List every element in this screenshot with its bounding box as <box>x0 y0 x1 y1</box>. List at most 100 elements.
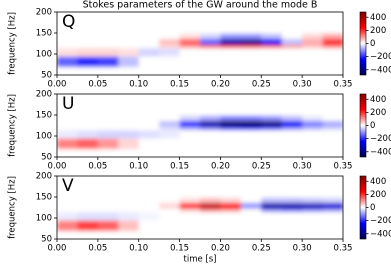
heatmap-cell <box>77 66 99 75</box>
heatmap-cell <box>220 38 242 45</box>
heatmap-cell <box>220 120 242 127</box>
heatmap-cell <box>118 12 140 34</box>
heatmap-cell <box>281 176 303 198</box>
heatmap-cell <box>302 197 324 203</box>
heatmap-cell <box>97 211 119 221</box>
heatmap <box>57 94 343 157</box>
heatmap-cell <box>77 47 99 57</box>
heatmap-cell <box>77 129 99 139</box>
x-tick-label: 0.30 <box>293 162 312 172</box>
plot-frame <box>56 11 344 76</box>
heatmap-cell <box>281 220 303 232</box>
heatmap-cell <box>77 126 99 131</box>
heatmap-cell <box>118 66 140 75</box>
heatmap-cell <box>200 126 221 131</box>
heatmap-cell <box>261 176 283 198</box>
heatmap-cell <box>57 120 78 127</box>
heatmap-cell <box>97 126 119 131</box>
y-tick-label: 200 <box>36 8 52 18</box>
heatmap-cell <box>261 208 283 213</box>
heatmap-cell <box>57 230 78 239</box>
heatmap-cell <box>118 38 140 45</box>
heatmap-cell <box>220 44 242 49</box>
heatmap-cell <box>322 44 343 49</box>
colorbar-tick-label: −200 <box>370 52 391 62</box>
heatmap-cell <box>261 120 283 127</box>
heatmap-cell <box>220 138 242 150</box>
heatmap-cell <box>322 148 343 157</box>
heatmap-cell <box>138 94 160 116</box>
heatmap-cell <box>159 33 181 39</box>
heatmap-cell <box>77 211 99 221</box>
heatmap-cell <box>220 211 242 221</box>
heatmap-cell <box>261 33 283 39</box>
heatmap-cell <box>200 44 221 49</box>
heatmap-cell <box>200 138 221 150</box>
heatmap-cell <box>179 66 201 75</box>
heatmap-cell <box>302 211 324 221</box>
heatmap-cell <box>261 220 283 232</box>
x-tick-label: 0.05 <box>88 244 107 254</box>
heatmap-cell <box>97 33 119 39</box>
heatmap-cell <box>118 129 140 139</box>
heatmap-cell <box>302 208 324 213</box>
heatmap-cell <box>281 94 303 116</box>
heatmap-cell <box>77 148 99 157</box>
heatmap-cell <box>220 197 242 203</box>
y-axis-label: frequency [Hz] <box>8 12 18 75</box>
heatmap-cell <box>159 12 181 34</box>
heatmap-cell <box>240 120 262 127</box>
heatmap-cell <box>302 47 324 57</box>
x-tick-label: 0.15 <box>170 80 189 90</box>
heatmap-cell <box>138 126 160 131</box>
x-tick-label: 0.10 <box>129 244 148 254</box>
heatmap-cell <box>240 115 262 121</box>
heatmap-cell <box>138 220 160 232</box>
x-tick-label: 0.15 <box>170 244 189 254</box>
heatmap-cell <box>281 211 303 221</box>
heatmap-cell <box>281 12 303 34</box>
heatmap-cell <box>97 202 119 209</box>
heatmap-cell <box>240 129 262 139</box>
heatmap-cell <box>302 176 324 198</box>
heatmap-cell <box>57 44 78 49</box>
heatmap-cell <box>281 115 303 121</box>
heatmap-cell <box>77 208 99 213</box>
heatmap-cell <box>200 120 221 127</box>
heatmap-cell <box>159 176 181 198</box>
heatmap-cell <box>261 47 283 57</box>
heatmap-cell <box>57 208 78 213</box>
x-tick-label: 0.25 <box>252 162 271 172</box>
heatmap-cell <box>138 44 160 49</box>
heatmap-cell <box>97 138 119 150</box>
heatmap-cell <box>302 129 324 139</box>
heatmap-cell <box>322 197 343 203</box>
y-tick-label: 100 <box>36 214 52 224</box>
heatmap-cell <box>159 120 181 127</box>
colorbar-tick-label: −200 <box>370 216 391 226</box>
heatmap-cell <box>138 120 160 127</box>
heatmap-cell <box>159 94 181 116</box>
colorbar-tick-label: 0 <box>370 121 375 131</box>
heatmap-cell <box>240 230 262 239</box>
x-tick-label: 0.25 <box>252 80 271 90</box>
heatmap-cell <box>322 129 343 139</box>
heatmap-cell <box>240 202 262 209</box>
heatmap-cell <box>261 197 283 203</box>
heatmap-cell <box>302 138 324 150</box>
x-tick-label: 0.05 <box>88 80 107 90</box>
x-tick-label: 0.00 <box>48 244 67 254</box>
heatmap-cell <box>57 126 78 131</box>
plot-area <box>57 94 343 157</box>
colorbar-tick-label: −200 <box>370 134 391 144</box>
heatmap-cell <box>97 208 119 213</box>
y-tick-label: 100 <box>36 132 52 142</box>
heatmap-cell <box>118 220 140 232</box>
heatmap-cell <box>261 44 283 49</box>
heatmap-cell <box>57 12 78 34</box>
heatmap-cell <box>138 33 160 39</box>
heatmap <box>57 176 343 239</box>
heatmap-cell <box>240 33 262 39</box>
heatmap-cell <box>179 94 201 116</box>
heatmap-cell <box>200 38 221 45</box>
